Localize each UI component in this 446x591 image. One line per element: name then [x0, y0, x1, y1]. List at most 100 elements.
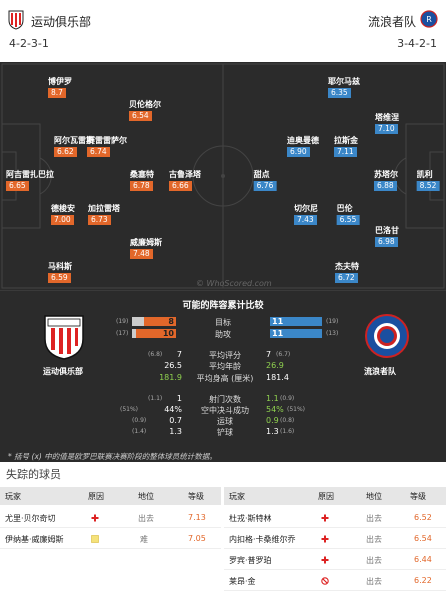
away-player[interactable]: 巴洛甘 6.98	[375, 226, 399, 247]
player-rating: 6.78	[130, 181, 153, 191]
comparison-stat-row: 181.9 平均身高 (厘米) 181.4	[140, 373, 310, 384]
away-bar-fill	[270, 329, 322, 338]
home-club-crest-icon	[44, 315, 84, 360]
player-name: 凯利	[416, 170, 433, 179]
player-name: 塔维涅	[375, 113, 399, 122]
player-name: 巴伦	[336, 204, 353, 213]
home-player[interactable]: 古鲁泽塔 6.66	[169, 170, 201, 191]
player-name: 切尔尼	[294, 204, 318, 213]
player-name: 巴洛甘	[375, 226, 399, 235]
player-rating: 7.11	[334, 147, 357, 157]
home-bar-value: 10	[162, 329, 174, 338]
player-name: 耶尔马兹	[328, 77, 360, 86]
player-rating: 7.48	[130, 249, 153, 259]
injury-icon	[91, 514, 99, 522]
missing-player-name[interactable]: 莱昂·金	[229, 577, 256, 586]
away-value: 181.4	[266, 373, 289, 382]
home-player[interactable]: 威廉姆斯 7.48	[130, 238, 162, 259]
lineup-header: 运动俱乐部 4-2-3-1 流浪者队 R 3-4-2-1	[0, 0, 446, 62]
away-player[interactable]: 苏塔尔 6.88	[374, 170, 398, 191]
away-player[interactable]: 巴伦 6.55	[336, 204, 360, 225]
away-player[interactable]: 甜点 6.76	[253, 170, 277, 191]
away-player[interactable]: 切尔尼 7.43	[294, 204, 318, 225]
missing-player-name[interactable]: 杜戎·斯特林	[229, 514, 272, 523]
home-player[interactable]: 德梭安 7.00	[51, 204, 75, 225]
player-name: 博伊罗	[48, 77, 72, 86]
player-rating: 6.74	[87, 147, 110, 157]
player-rating: 6.76	[253, 181, 277, 191]
away-player[interactable]: 拉斯金 7.11	[334, 136, 358, 157]
away-player[interactable]: 杰夫特 6.72	[335, 262, 359, 283]
missing-player-name[interactable]: 内扣格·卡桑维尔乔	[229, 535, 296, 544]
home-club-label: 运动俱乐部	[43, 367, 83, 376]
home-rank: (1.1)	[148, 395, 163, 402]
home-player[interactable]: 加拉雷塔 6.73	[88, 204, 120, 225]
missing-player-name[interactable]: 伊纳基·威廉姆斯	[5, 535, 64, 544]
injury-icon	[321, 535, 329, 543]
missing-rating: 7.05	[188, 534, 206, 543]
home-bar-value: 8	[168, 317, 174, 326]
home-player[interactable]: 阿吉雷扎巴拉 6.65	[6, 170, 54, 191]
home-player[interactable]: 马科斯 6.59	[48, 262, 72, 283]
away-value: 0.9	[266, 416, 279, 425]
away-value: 26.9	[266, 361, 284, 370]
col-reason: 原因	[88, 492, 104, 501]
away-rank: (19)	[326, 318, 339, 325]
watermark: © WhoScored.com	[196, 279, 272, 288]
missing-status: 出去	[366, 514, 382, 523]
missing-player-name[interactable]: 罗宾·普罗珀	[229, 556, 272, 565]
injury-icon	[321, 556, 329, 564]
home-bar-fill	[144, 317, 176, 326]
home-value: 181.9	[159, 373, 182, 382]
home-rank: (6.8)	[148, 351, 163, 358]
table-row[interactable]: 罗宾·普罗珀 出去 6.44	[224, 550, 446, 570]
away-value: 54%	[266, 405, 284, 414]
missing-rating: 6.22	[414, 576, 432, 585]
doubtful-icon	[91, 535, 99, 543]
home-player[interactable]: 赛雷雷萨尔 6.74	[87, 136, 127, 157]
player-rating: 8.52	[416, 181, 440, 191]
player-rating: 6.98	[375, 237, 398, 247]
comparison-stat-row: (6.8) 7 平均评分 7 (6.7)	[140, 350, 310, 361]
away-player[interactable]: 凯利 8.52	[416, 170, 440, 191]
bar-label: 助攻	[215, 330, 231, 339]
away-bar-fill	[270, 317, 322, 326]
player-rating: 6.65	[6, 181, 29, 191]
home-team-name[interactable]: 运动俱乐部	[31, 15, 92, 29]
comparison-title: 可能的阵容累计比较	[182, 301, 264, 311]
table-row[interactable]: 杜戎·斯特林 出去 6.52	[224, 508, 446, 528]
player-name: 阿吉雷扎巴拉	[6, 170, 54, 179]
home-player[interactable]: 贝伦格尔 6.54	[129, 100, 161, 121]
missing-rating: 7.13	[188, 513, 206, 522]
player-name: 拉斯金	[334, 136, 358, 145]
home-player[interactable]: 桑塞特 6.78	[130, 170, 154, 191]
comparison-footnote: * 括号 (x) 中的值是欧罗巴联赛决赛阶段的整体球员统计数据。	[8, 452, 217, 461]
table-row[interactable]: 尤里·贝尔奇切 出去 7.13	[0, 508, 221, 528]
away-team-name[interactable]: 流浪者队	[367, 15, 416, 29]
away-team-badge-icon: R	[420, 10, 438, 28]
away-player[interactable]: 迪奥曼德 6.90	[287, 136, 319, 157]
missing-rating: 6.52	[414, 513, 432, 522]
player-rating: 7.00	[51, 215, 74, 225]
away-value: 1.1	[266, 394, 279, 403]
player-rating: 6.55	[336, 215, 360, 225]
player-name: 桑塞特	[130, 170, 154, 179]
away-rank: (0.8)	[280, 417, 295, 424]
comparison-stat-row: (51%) 44% 空中决斗成功 54% (51%)	[120, 405, 310, 416]
away-player[interactable]: 塔维涅 7.10	[375, 113, 399, 134]
away-rank: (13)	[326, 330, 339, 337]
col-rating: 等级	[188, 492, 204, 501]
home-player[interactable]: 阿尔瓦雷斯 6.62	[54, 136, 94, 157]
home-player[interactable]: 博伊罗 8.7	[48, 77, 72, 98]
stat-label: 射门次数	[209, 395, 241, 404]
missing-rating: 6.54	[414, 534, 432, 543]
table-row[interactable]: 伊纳基·威廉姆斯 难 7.05	[0, 529, 221, 549]
table-row[interactable]: 莱昂·金 出去 6.22	[224, 571, 446, 591]
comparison-stat-row: 26.5 平均年龄 26.9	[140, 361, 310, 372]
home-team-badge-icon	[8, 10, 24, 30]
missing-players-title: 失踪的球员	[6, 468, 61, 481]
away-player[interactable]: 耶尔马兹 6.35	[328, 77, 360, 98]
table-row[interactable]: 内扣格·卡桑维尔乔 出去 6.54	[224, 529, 446, 549]
missing-rating: 6.44	[414, 555, 432, 564]
missing-player-name[interactable]: 尤里·贝尔奇切	[5, 514, 56, 523]
